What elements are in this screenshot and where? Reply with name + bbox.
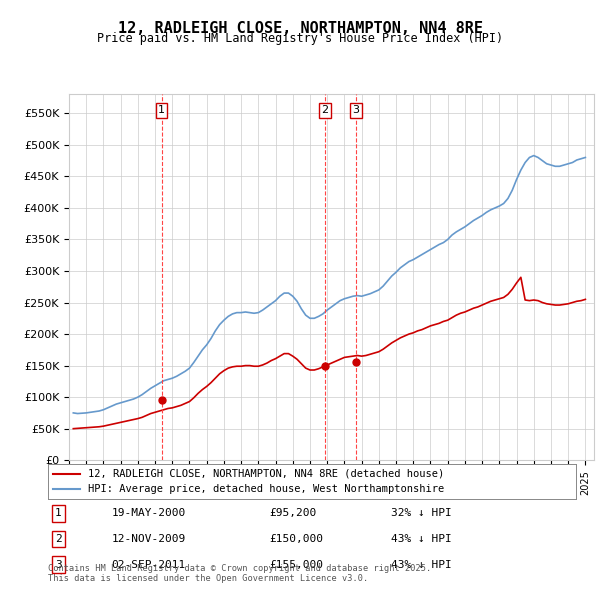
Text: 12-NOV-2009: 12-NOV-2009 [112,534,185,544]
Text: Contains HM Land Registry data © Crown copyright and database right 2025.
This d: Contains HM Land Registry data © Crown c… [48,563,431,583]
Text: 12, RADLEIGH CLOSE, NORTHAMPTON, NN4 8RE (detached house): 12, RADLEIGH CLOSE, NORTHAMPTON, NN4 8RE… [88,469,444,479]
Text: 32% ↓ HPI: 32% ↓ HPI [391,509,452,519]
Text: Price paid vs. HM Land Registry's House Price Index (HPI): Price paid vs. HM Land Registry's House … [97,32,503,45]
Text: £155,000: £155,000 [270,560,324,570]
Text: 12, RADLEIGH CLOSE, NORTHAMPTON, NN4 8RE: 12, RADLEIGH CLOSE, NORTHAMPTON, NN4 8RE [118,21,482,35]
Text: 3: 3 [352,106,359,116]
Text: 2: 2 [55,534,62,544]
Text: 3: 3 [55,560,62,570]
Text: 43% ↓ HPI: 43% ↓ HPI [391,534,452,544]
Text: 19-MAY-2000: 19-MAY-2000 [112,509,185,519]
Text: 02-SEP-2011: 02-SEP-2011 [112,560,185,570]
Text: 2: 2 [322,106,329,116]
Text: 43% ↓ HPI: 43% ↓ HPI [391,560,452,570]
Text: HPI: Average price, detached house, West Northamptonshire: HPI: Average price, detached house, West… [88,484,444,494]
Text: £95,200: £95,200 [270,509,317,519]
Text: £150,000: £150,000 [270,534,324,544]
Text: 1: 1 [55,509,62,519]
Text: 1: 1 [158,106,165,116]
